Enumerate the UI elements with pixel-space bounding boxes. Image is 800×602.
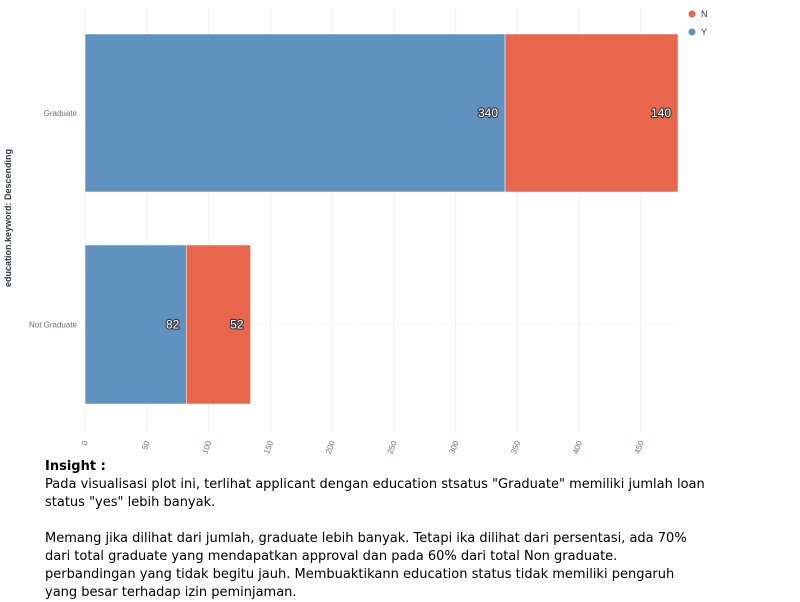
legend-swatch-n [688,10,696,18]
x-axis: 0 50 100 150 200 250 300 350 400 450 Graduate Not G… [29,109,646,455]
y-tick-label-graduate: Graduate [44,109,78,118]
bar-not-graduate-y[interactable] [84,244,187,405]
bar-graduate-n[interactable] [504,33,679,193]
bars: 340 140 82 52 [84,33,679,405]
x-tick-label-0: 0 [80,439,90,447]
x-tick-label-250: 250 [386,439,399,455]
legend-item-n[interactable]: N [688,9,708,19]
insight-title: Insight : [45,459,106,474]
y-axis-title: education.keyword: Descending [3,149,13,287]
x-tick-label-200: 200 [324,439,337,455]
legend-swatch-y [688,28,696,36]
insight-section: Insight : Pada visualisasi plot ini, ter… [45,458,705,602]
data-label-not-graduate-y: 82 [166,318,180,332]
x-tick-label-400: 400 [571,439,584,455]
y-tick-label-not-graduate: Not Graduate [29,321,78,330]
data-label-graduate-n: 140 [651,106,671,120]
bar-not-graduate-n[interactable] [186,244,251,405]
x-tick-label-350: 350 [509,439,522,455]
legend[interactable]: NY [688,9,708,37]
legend-label-n: N [701,9,708,19]
insight-paragraph-2: Memang jika dilihat dari jumlah, graduat… [45,531,687,600]
legend-item-y[interactable]: Y [688,27,708,37]
x-tick-label-300: 300 [447,439,460,455]
bar-graduate-y[interactable] [84,33,506,193]
data-label-graduate-y: 340 [478,106,498,120]
x-tick-label-50: 50 [140,439,152,451]
x-tick-label-150: 150 [262,439,275,455]
legend-label-y: Y [701,27,707,37]
x-tick-label-100: 100 [200,439,213,455]
data-label-not-graduate-n: 52 [230,318,244,332]
stacked-bar-chart: 340 140 82 52 0 50 100 150 200 250 300 350 400 450 Gr… [3,8,708,455]
x-tick-label-450: 450 [633,439,646,455]
insight-paragraph-1: Pada visualisasi plot ini, terlihat appl… [45,477,705,510]
